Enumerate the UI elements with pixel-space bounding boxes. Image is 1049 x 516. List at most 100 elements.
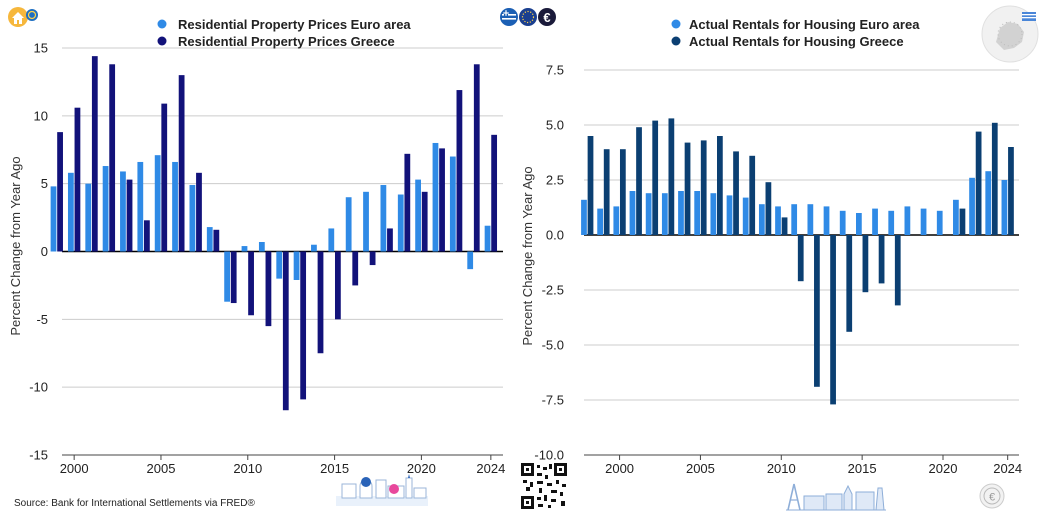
bar[interactable] (213, 229, 220, 252)
bar[interactable] (74, 107, 81, 252)
bar[interactable] (587, 136, 594, 235)
bar[interactable] (317, 251, 324, 354)
bar[interactable] (1001, 180, 1008, 235)
bar[interactable] (758, 204, 765, 235)
bar[interactable] (484, 225, 491, 252)
bar[interactable] (894, 235, 901, 306)
bar[interactable] (345, 197, 352, 252)
bar[interactable] (248, 251, 254, 316)
bar[interactable] (258, 242, 265, 252)
bar[interactable] (700, 140, 707, 235)
bar[interactable] (363, 191, 369, 252)
bar[interactable] (991, 122, 998, 235)
bar[interactable] (872, 208, 878, 235)
bar[interactable] (456, 90, 463, 252)
bar[interactable] (597, 208, 604, 235)
bar[interactable] (749, 155, 756, 235)
bar[interactable] (839, 210, 846, 235)
legend-item[interactable]: Actual Rentals for Housing Euro area (671, 17, 921, 32)
bar[interactable] (206, 227, 213, 252)
bar[interactable] (765, 182, 772, 235)
bar[interactable] (775, 206, 781, 235)
bar[interactable] (311, 244, 317, 252)
bar[interactable] (645, 193, 652, 235)
bar[interactable] (629, 191, 636, 235)
bar[interactable] (920, 208, 927, 235)
bar[interactable] (126, 179, 133, 252)
bar[interactable] (144, 220, 150, 252)
bar[interactable] (975, 131, 982, 235)
bar[interactable] (432, 142, 439, 252)
bar[interactable] (953, 199, 959, 235)
bar[interactable] (404, 153, 411, 252)
bar[interactable] (102, 166, 109, 252)
bar[interactable] (276, 251, 283, 279)
bar[interactable] (613, 206, 620, 235)
bar[interactable] (878, 235, 885, 284)
bar[interactable] (619, 149, 626, 235)
bar[interactable] (856, 213, 862, 235)
legend-item[interactable]: Residential Property Prices Greece (157, 34, 395, 49)
bar[interactable] (668, 118, 675, 235)
bar[interactable] (189, 185, 196, 252)
bar[interactable] (781, 217, 788, 235)
bar[interactable] (846, 235, 853, 332)
bar[interactable] (421, 191, 428, 252)
bar[interactable] (807, 204, 814, 235)
bar[interactable] (904, 206, 911, 235)
legend-item[interactable]: Residential Property Prices Euro area (157, 17, 412, 32)
bar[interactable] (380, 185, 387, 252)
bar[interactable] (172, 161, 178, 252)
bar[interactable] (888, 210, 895, 235)
bar[interactable] (830, 235, 836, 405)
bar[interactable] (661, 193, 668, 235)
bar[interactable] (50, 186, 57, 252)
bar[interactable] (85, 183, 92, 252)
bar[interactable] (224, 251, 231, 302)
bar[interactable] (742, 197, 749, 235)
bar[interactable] (397, 194, 404, 252)
bar[interactable] (473, 64, 480, 252)
bar[interactable] (491, 134, 498, 252)
bar[interactable] (684, 142, 691, 235)
bar[interactable] (241, 246, 248, 252)
bar[interactable] (985, 171, 992, 235)
legend-item[interactable]: Actual Rentals for Housing Greece (671, 34, 904, 49)
bar[interactable] (293, 251, 300, 280)
bar[interactable] (161, 103, 168, 252)
bar[interactable] (969, 177, 975, 235)
bar[interactable] (862, 235, 869, 293)
bar[interactable] (178, 75, 185, 252)
bar[interactable] (603, 149, 610, 235)
bar[interactable] (109, 64, 116, 252)
bar[interactable] (936, 210, 943, 235)
bar[interactable] (636, 127, 642, 235)
bar[interactable] (387, 228, 393, 252)
bar[interactable] (154, 155, 161, 252)
bar[interactable] (694, 191, 701, 235)
bar[interactable] (91, 56, 98, 252)
bar[interactable] (352, 251, 359, 286)
bar[interactable] (334, 251, 341, 320)
bar[interactable] (678, 191, 684, 235)
bar[interactable] (710, 193, 717, 235)
bar[interactable] (230, 251, 237, 304)
bar[interactable] (797, 235, 804, 282)
bar[interactable] (726, 195, 733, 235)
bar[interactable] (652, 120, 659, 235)
bar[interactable] (137, 161, 144, 252)
bar[interactable] (57, 132, 63, 252)
bar[interactable] (67, 172, 74, 252)
bar[interactable] (814, 235, 820, 387)
bar[interactable] (823, 206, 830, 235)
bar[interactable] (439, 148, 445, 252)
bar[interactable] (959, 208, 966, 235)
bar[interactable] (120, 171, 126, 252)
bar[interactable] (581, 199, 587, 235)
bar[interactable] (196, 172, 202, 252)
bar[interactable] (282, 251, 289, 411)
bar[interactable] (300, 251, 307, 400)
bar[interactable] (449, 156, 456, 252)
bar[interactable] (265, 251, 272, 327)
bar[interactable] (791, 204, 798, 235)
